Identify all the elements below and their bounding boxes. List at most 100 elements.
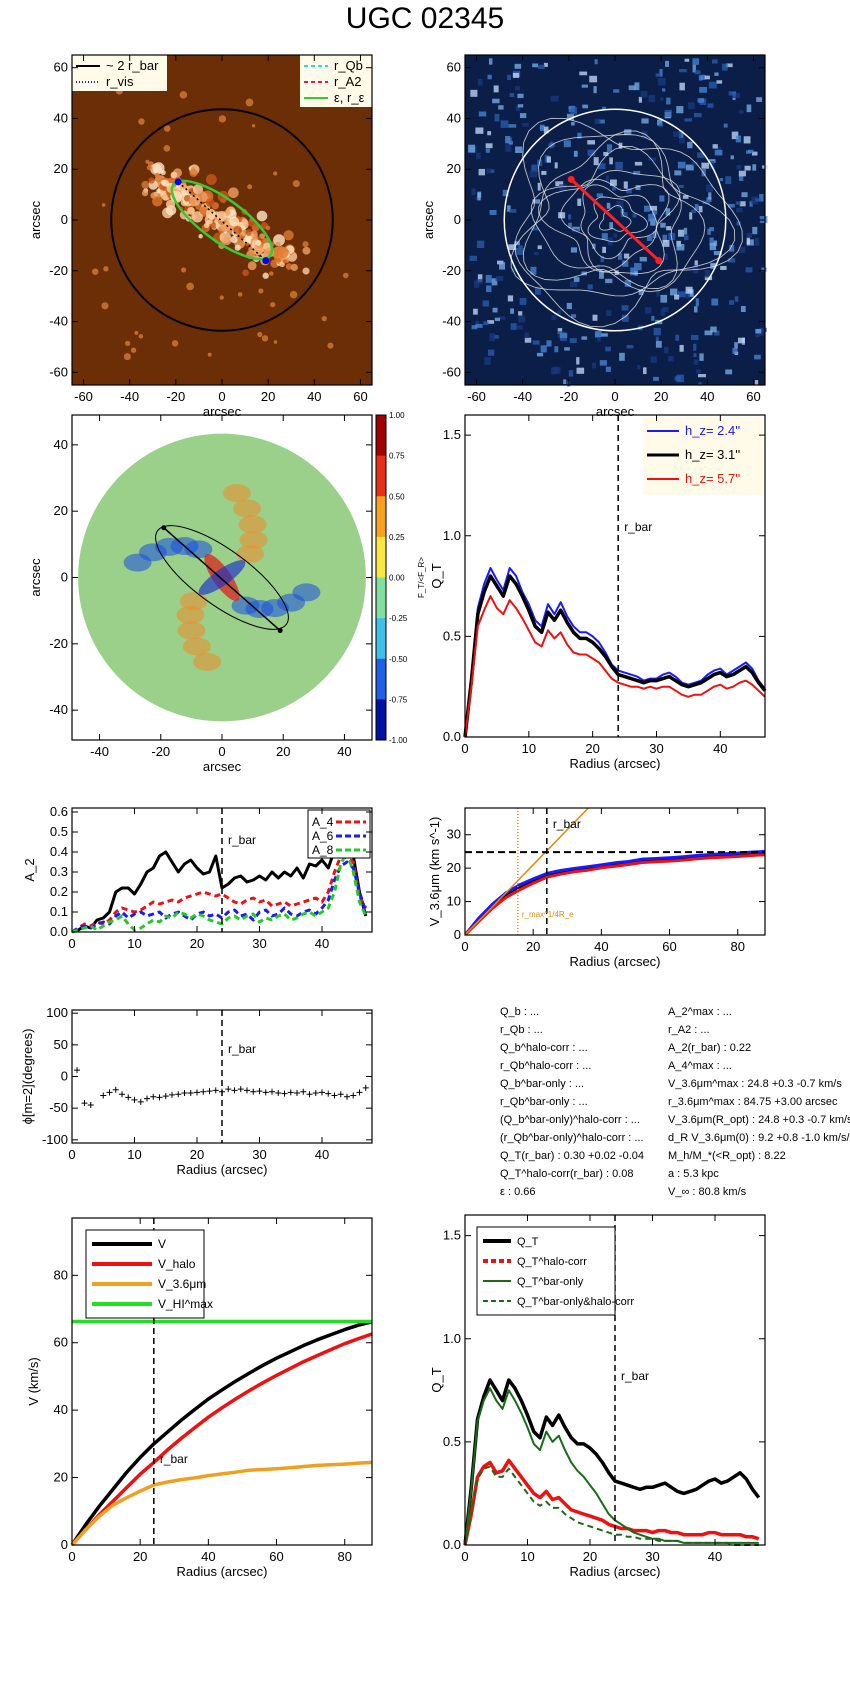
x-tick-label: 60 xyxy=(662,939,676,954)
phase-point xyxy=(200,1088,207,1095)
velocity-series-line xyxy=(70,1460,373,1547)
noise-pixel xyxy=(619,352,625,361)
bar-radius-label: r_bar xyxy=(624,520,652,534)
noise-pixel xyxy=(679,138,685,144)
noise-pixel xyxy=(648,213,656,222)
phase-point xyxy=(194,1089,200,1096)
noise-pixel xyxy=(570,314,577,318)
x-tick-label: 0 xyxy=(68,1549,75,1564)
info-line: A_4^max : ... xyxy=(668,1060,732,1072)
galaxy-emission xyxy=(152,196,163,207)
noise-pixel xyxy=(746,239,754,246)
noise-pixel xyxy=(605,346,611,352)
noise-pixel xyxy=(728,91,737,96)
background-source xyxy=(124,340,131,347)
y-tick-label: 0.0 xyxy=(50,924,68,939)
phase-point xyxy=(169,1091,175,1098)
info-line: r_Qb : ... xyxy=(500,1024,543,1036)
plot-frame xyxy=(464,414,766,738)
force-lobe xyxy=(182,637,211,656)
force-lobe xyxy=(222,484,251,503)
velocity-series-line xyxy=(465,851,765,935)
x-axis-label: Radius (arcsec) xyxy=(176,1564,267,1579)
bar-end-marker xyxy=(174,178,182,186)
panel-qt-corrected: r_bar Q_T Q_T^halo-corr Q_T^bar-only Q_T^bar… xyxy=(425,1200,850,1700)
noise-pixel xyxy=(478,111,487,117)
noise-pixel xyxy=(601,233,608,240)
noise-pixel xyxy=(698,382,702,386)
y-tick-label: 80 xyxy=(54,1267,68,1282)
noise-pixel xyxy=(487,131,492,136)
colorbar-segment xyxy=(376,577,386,619)
x-tick-label: 20 xyxy=(585,741,599,756)
noise-pixel xyxy=(568,370,574,377)
noise-pixel xyxy=(697,374,706,378)
galaxy-emission xyxy=(265,225,271,231)
bar-radius-label: r_bar xyxy=(621,1369,649,1383)
noise-pixel xyxy=(606,144,613,152)
panel-velocity-decomposition: r_bar V V_halo V_3.6μm V_HI^max 0 20 40 60 80 0 20 4… xyxy=(0,1200,425,1700)
background-source xyxy=(270,301,276,308)
noise-pixel xyxy=(498,105,504,110)
noise-pixel xyxy=(489,333,495,342)
noise-pixel xyxy=(659,68,663,77)
isophote-contour xyxy=(510,134,736,297)
info-right-column: A_2^max : ... r_A2 : ... A_2(r_bar) : 0.… xyxy=(668,1003,850,1201)
noise-pixel xyxy=(516,325,523,330)
force-lobe xyxy=(193,652,222,671)
noise-pixel xyxy=(570,107,578,115)
noise-pixel xyxy=(737,337,745,344)
noise-pixel xyxy=(478,168,486,176)
x-tick-label: 20 xyxy=(133,1549,147,1564)
noise-pixel xyxy=(676,106,684,114)
legend-label: V xyxy=(158,1237,166,1251)
noise-pixel xyxy=(743,136,751,144)
noise-pixel xyxy=(529,170,538,178)
y-tick-label: 20 xyxy=(447,860,461,875)
noise-pixel xyxy=(695,369,701,374)
page-title: UGC 02345 xyxy=(345,2,505,35)
galaxy-emission xyxy=(187,207,195,215)
background-source xyxy=(237,292,243,297)
noise-pixel xyxy=(492,307,498,313)
x-tick-label: -40 xyxy=(90,744,109,759)
galaxy-emission xyxy=(199,208,207,215)
colorbar: 1.00 0.75 0.50 0.25 0.00 -0.25 -0.50 -0.75 -1.00… xyxy=(375,411,426,745)
phase-point xyxy=(175,1091,182,1098)
x-tick-label: -20 xyxy=(151,744,170,759)
x-tick-label: 0 xyxy=(218,389,225,404)
noise-pixel xyxy=(653,376,659,381)
x-tick-label: -20 xyxy=(166,389,185,404)
noise-pixel xyxy=(566,302,572,310)
noise-pixel xyxy=(632,213,637,218)
noise-pixel xyxy=(609,157,613,165)
noise-pixel xyxy=(746,233,752,238)
noise-pixel xyxy=(657,119,663,126)
phase-point xyxy=(144,1095,150,1102)
info-line: (Q_b^bar-only)^halo-corr : ... xyxy=(500,1114,640,1126)
velocity-series-line xyxy=(70,1320,373,1546)
bar-radius-label: r_bar xyxy=(553,817,581,831)
noise-pixel xyxy=(563,140,571,148)
x-tick-label: 10 xyxy=(127,1147,141,1162)
noise-pixel xyxy=(559,332,568,338)
phase-point xyxy=(306,1091,313,1098)
galaxy-emission xyxy=(156,188,161,194)
info-left-column: Q_b : ... r_Qb : ... Q_b^halo-corr : ...… xyxy=(500,1003,644,1201)
noise-pixel xyxy=(592,362,596,369)
colorbar-tick-label: 0.00 xyxy=(389,574,405,583)
y-tick-label: 0.0 xyxy=(443,729,461,744)
noise-pixel xyxy=(751,151,758,156)
noise-pixel xyxy=(507,295,514,302)
noise-pixel xyxy=(655,340,662,348)
noise-pixel xyxy=(609,222,614,229)
noise-pixel xyxy=(471,325,478,330)
noise-pixel xyxy=(634,263,642,271)
noise-pixel xyxy=(475,323,483,328)
x-tick-label: 20 xyxy=(583,1549,597,1564)
noise-pixel xyxy=(728,203,735,208)
qt-series-line xyxy=(463,574,767,738)
noise-pixel xyxy=(550,95,559,102)
galaxy-emission xyxy=(189,168,198,177)
